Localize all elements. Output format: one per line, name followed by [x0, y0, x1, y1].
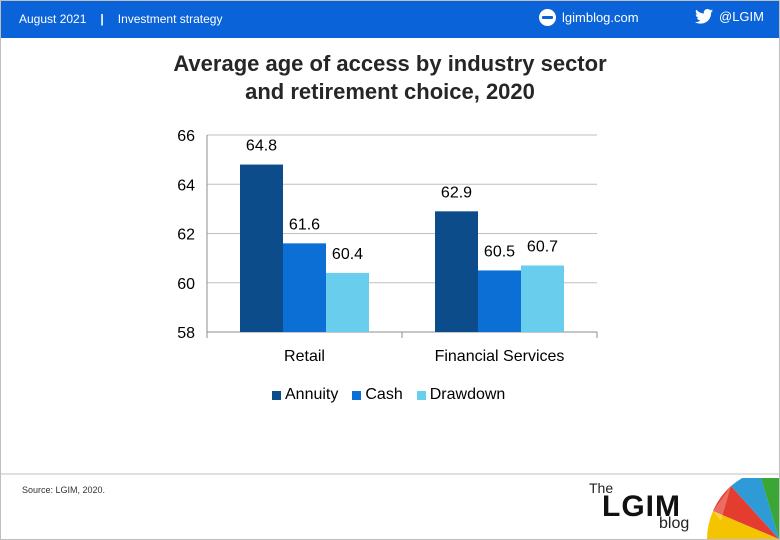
umbrella-icon — [707, 478, 779, 539]
legend-label: Drawdown — [429, 386, 506, 403]
header-bar: August 2021 | Investment strategy lgimbl… — [1, 1, 779, 38]
legend-swatch — [272, 390, 281, 400]
x-category-label: Financial Services — [435, 348, 565, 365]
bar-drawdown — [521, 265, 564, 332]
data-label: 64.8 — [246, 138, 277, 155]
header-date: August 2021 — [19, 12, 87, 26]
header-site[interactable]: lgimblog.com — [539, 9, 639, 26]
source-note: Source: LGIM, 2020. — [22, 485, 106, 495]
lgim-blog-logo: The LGIM blog — [575, 478, 779, 539]
legend-item-drawdown: Drawdown — [416, 386, 506, 404]
legend-label: Cash — [365, 386, 403, 403]
bar-drawdown — [326, 272, 369, 332]
chart-legend: Annuity Cash Drawdown — [272, 386, 505, 404]
site-link[interactable]: lgimblog.com — [562, 10, 639, 25]
globe-icon — [539, 9, 556, 26]
bar-cash — [478, 270, 521, 332]
x-category-label: Retail — [284, 348, 325, 365]
legend-item-cash: Cash — [352, 386, 403, 404]
legend-swatch — [416, 390, 426, 400]
y-tick-label: 60 — [177, 276, 195, 293]
bar-annuity — [435, 211, 478, 332]
header-separator: | — [100, 12, 104, 26]
data-label: 60.4 — [332, 246, 363, 263]
data-label: 62.9 — [441, 184, 472, 201]
header-category: Investment strategy — [117, 12, 223, 26]
legend-item-annuity: Annuity — [272, 386, 338, 404]
bar-cash — [283, 243, 326, 332]
header-left: August 2021 | Investment strategy — [19, 12, 222, 26]
chart-title-line2: and retirement choice, 2020 — [245, 79, 535, 104]
logo-the: The — [589, 480, 614, 496]
y-tick-label: 66 — [177, 128, 195, 145]
bar-annuity — [240, 164, 283, 332]
y-tick-label: 64 — [177, 177, 195, 194]
y-tick-label: 62 — [177, 227, 195, 244]
logo-lgim: LGIM — [602, 490, 681, 523]
logo-blog: blog — [659, 515, 690, 532]
twitter-handle[interactable]: @LGIM — [719, 9, 764, 24]
data-label: 61.6 — [289, 216, 320, 233]
chart-title: Average age of access by industry sector… — [0, 50, 780, 106]
data-label: 60.7 — [527, 239, 558, 256]
data-label: 60.5 — [484, 243, 515, 260]
footer-divider — [1, 473, 779, 475]
legend-swatch — [352, 390, 362, 400]
chart-title-line1: Average age of access by industry sector — [173, 51, 607, 76]
legend-label: Annuity — [285, 386, 339, 403]
y-tick-label: 58 — [177, 325, 195, 342]
twitter-icon — [695, 9, 713, 24]
header-twitter[interactable]: @LGIM — [695, 9, 764, 24]
